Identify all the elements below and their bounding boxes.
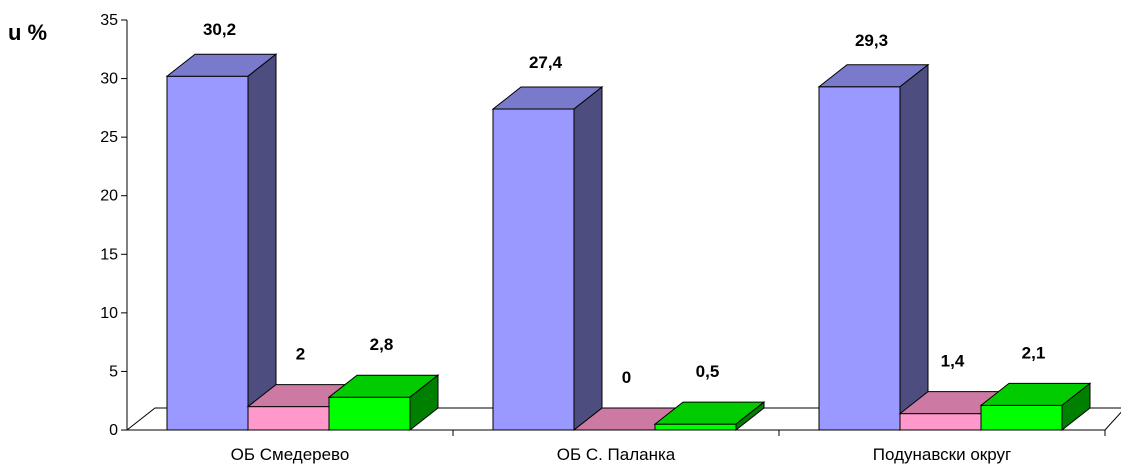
bar-side — [1061, 382, 1091, 432]
x-tick-label: ОБ Смедерево — [231, 445, 350, 464]
y-tick-label: 30 — [100, 71, 118, 88]
bar-front — [899, 413, 982, 431]
bar-side — [899, 63, 929, 432]
data-label: 30,2 — [203, 20, 236, 39]
bars — [165, 53, 1092, 432]
value-labels: 30,2 27,4 29,3 2 0 1,4 2,8 0,5 2,1 — [203, 20, 1045, 387]
bar-front — [328, 396, 411, 431]
data-label: 2 — [296, 345, 305, 364]
data-label: 2,1 — [1022, 343, 1046, 362]
bar-front — [247, 406, 330, 431]
data-label: 2,8 — [370, 335, 394, 354]
data-label: 1,4 — [941, 352, 965, 371]
data-label: 0 — [622, 368, 631, 387]
y-tick-label: 5 — [109, 363, 118, 380]
bar-front — [492, 108, 575, 431]
data-label: 0,5 — [696, 362, 720, 381]
y-tick-label: 15 — [100, 246, 118, 263]
bar-side — [409, 374, 439, 432]
y-tick-label: 10 — [100, 305, 118, 322]
bar-front — [166, 75, 249, 431]
data-label: 27,4 — [529, 53, 563, 72]
bar-side — [247, 53, 277, 432]
y-tick-label: 20 — [100, 188, 118, 205]
y-tick-label: 0 — [109, 422, 118, 439]
bar-side — [573, 85, 603, 432]
bar-front — [654, 423, 737, 431]
bar-front — [980, 404, 1063, 431]
bar-side — [735, 401, 765, 432]
y-tick-label: 25 — [100, 129, 118, 146]
y-axis-label: u % — [8, 20, 47, 45]
data-label: 29,3 — [855, 31, 888, 50]
x-tick-label: ОБ С. Паланка — [557, 445, 676, 464]
y-tick-label: 35 — [100, 12, 118, 29]
bar-front — [818, 86, 901, 431]
x-tick-label: Подунавски округ — [873, 445, 1011, 464]
